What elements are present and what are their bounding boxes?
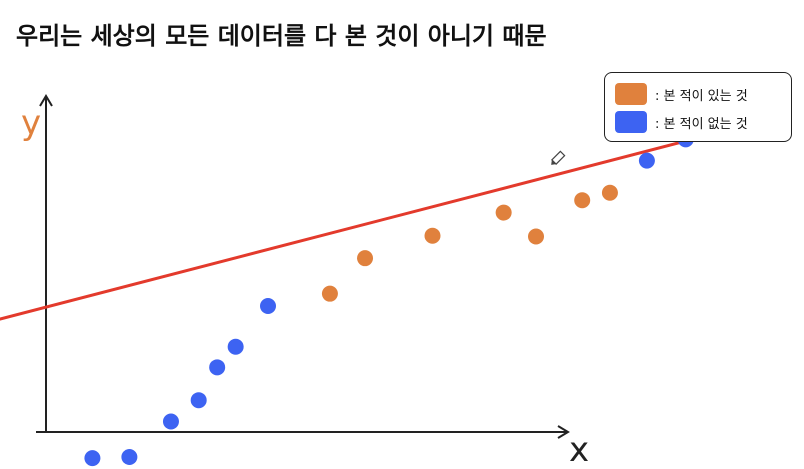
data-points [84, 86, 742, 467]
legend-item-unseen: : 본 적이 없는 것 [615, 108, 781, 136]
axes: y x [21, 94, 589, 469]
x-axis-arrow [557, 425, 570, 439]
unseen-point-4 [209, 359, 226, 376]
legend-label-seen: : 본 적이 있는 것 [655, 88, 748, 104]
seen-point-0 [321, 285, 338, 302]
seen-point-1 [357, 250, 374, 267]
unseen-point-0 [84, 450, 101, 467]
unseen-point-7 [638, 152, 655, 169]
seen-point-6 [601, 184, 618, 201]
legend-swatch-seen [615, 83, 647, 105]
unseen-point-6 [260, 298, 276, 315]
legend: : 본 적이 있는 것 : 본 적이 없는 것 [604, 72, 792, 142]
y-axis-label: y [21, 103, 41, 143]
page-title: 우리는 세상의 모든 데이터를 다 본 것이 아니기 때문 [16, 22, 547, 50]
legend-item-seen: : 본 적이 있는 것 [615, 80, 781, 108]
unseen-point-5 [227, 338, 244, 355]
unseen-point-3 [190, 392, 207, 409]
unseen-point-1 [121, 449, 138, 466]
seen-point-5 [574, 192, 591, 209]
pencil-icon [551, 150, 566, 165]
legend-label-unseen: : 본 적이 없는 것 [655, 116, 748, 132]
trend-line [0, 118, 768, 321]
seen-point-2 [424, 227, 441, 244]
seen-point-3 [495, 204, 512, 221]
x-axis-label: x [569, 430, 589, 469]
unseen-point-2 [162, 413, 179, 430]
legend-swatch-unseen [615, 111, 647, 133]
seen-point-4 [528, 228, 544, 245]
y-axis-arrow [39, 94, 53, 107]
